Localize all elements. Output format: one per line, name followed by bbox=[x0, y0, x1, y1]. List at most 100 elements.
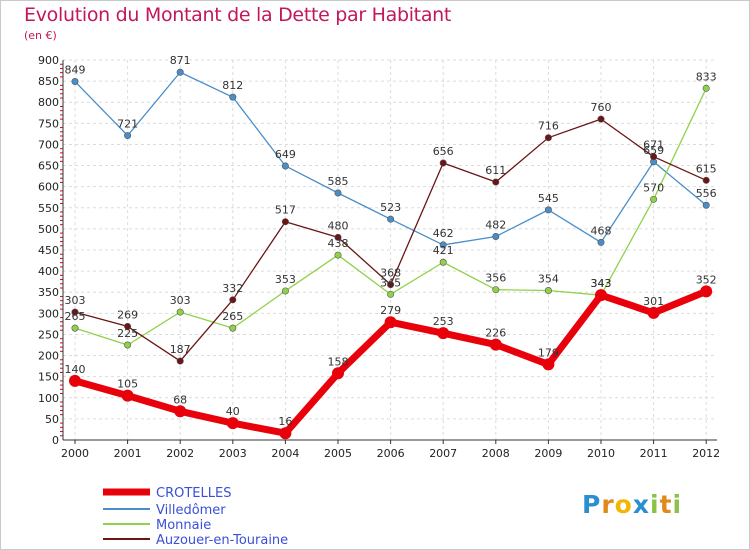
data-label: 356 bbox=[485, 272, 506, 285]
y-tick-label: 650 bbox=[38, 160, 59, 173]
x-tick-label: 2012 bbox=[692, 447, 720, 460]
data-label: 871 bbox=[170, 54, 191, 67]
data-label: 353 bbox=[275, 273, 296, 286]
chart-subtitle: (en €) bbox=[24, 29, 57, 42]
legend-label: CROTELLES bbox=[156, 486, 231, 501]
data-label: 265 bbox=[222, 310, 243, 323]
y-tick-label: 700 bbox=[38, 138, 59, 151]
data-label: 721 bbox=[117, 118, 138, 131]
data-point bbox=[334, 251, 342, 259]
data-point bbox=[121, 389, 134, 402]
data-label: 301 bbox=[643, 295, 664, 308]
x-tick-label: 2008 bbox=[482, 447, 510, 460]
x-tick-label: 2000 bbox=[61, 447, 89, 460]
data-point bbox=[281, 218, 289, 226]
x-tick-label: 2006 bbox=[377, 447, 405, 460]
data-point bbox=[597, 115, 605, 123]
data-label: 187 bbox=[170, 343, 191, 356]
data-label: 482 bbox=[485, 218, 506, 231]
data-label: 438 bbox=[328, 237, 349, 250]
data-label: 265 bbox=[65, 310, 86, 323]
data-point bbox=[124, 132, 132, 140]
data-label: 462 bbox=[433, 227, 454, 240]
data-point bbox=[176, 357, 184, 365]
y-tick-label: 900 bbox=[38, 54, 59, 67]
data-point bbox=[439, 159, 447, 167]
y-tick-label: 800 bbox=[38, 96, 59, 109]
data-label: 303 bbox=[65, 294, 86, 307]
data-label: 354 bbox=[538, 273, 559, 286]
data-point bbox=[332, 367, 344, 380]
data-point bbox=[650, 153, 658, 161]
data-point bbox=[229, 324, 237, 332]
data-label: 279 bbox=[380, 304, 401, 317]
x-tick-label: 2001 bbox=[114, 447, 142, 460]
data-point bbox=[702, 84, 710, 92]
data-label: 611 bbox=[485, 164, 506, 177]
data-point bbox=[595, 289, 607, 302]
data-point bbox=[174, 405, 187, 418]
data-label: 253 bbox=[433, 315, 454, 328]
data-point bbox=[492, 232, 500, 240]
x-tick-label: 2011 bbox=[640, 447, 668, 460]
data-point bbox=[544, 134, 552, 142]
data-label: 545 bbox=[538, 192, 559, 205]
y-tick-label: 100 bbox=[38, 392, 59, 405]
data-point bbox=[124, 322, 132, 330]
y-tick-label: 600 bbox=[38, 181, 59, 194]
data-point bbox=[492, 178, 500, 186]
legend-label: Monnaie bbox=[156, 518, 211, 533]
data-label: 345 bbox=[380, 276, 401, 289]
data-label: 343 bbox=[591, 277, 612, 290]
data-point bbox=[597, 238, 605, 246]
data-point bbox=[384, 316, 397, 329]
legend: CROTELLES VilledômerMonnaieAuzouer-en-Tou… bbox=[103, 486, 288, 548]
x-tick-label: 2009 bbox=[534, 447, 562, 460]
data-point bbox=[702, 176, 710, 184]
y-tick-label: 850 bbox=[38, 75, 59, 88]
data-point bbox=[387, 290, 395, 298]
chart-title: Evolution du Montant de la Dette par Hab… bbox=[24, 4, 452, 26]
y-tick-label: 400 bbox=[38, 265, 59, 278]
y-tick-label: 250 bbox=[38, 328, 59, 341]
y-tick-label: 0 bbox=[52, 434, 59, 447]
data-label: 656 bbox=[433, 145, 454, 158]
data-label: 649 bbox=[275, 148, 296, 161]
data-label: 303 bbox=[170, 294, 191, 307]
data-label: 849 bbox=[65, 64, 86, 77]
data-point bbox=[71, 78, 79, 86]
y-tick-label: 450 bbox=[38, 244, 59, 257]
data-label: 352 bbox=[696, 273, 717, 286]
data-label: 68 bbox=[173, 393, 187, 406]
data-label: 716 bbox=[538, 120, 559, 133]
logo-letter: i bbox=[672, 490, 683, 519]
data-point bbox=[229, 296, 237, 304]
data-point bbox=[387, 215, 395, 223]
axes: 0 50 100 150 200 250 300 350 400 450 500 550 600 650 7… bbox=[38, 54, 720, 460]
legend-label: Villedômer bbox=[156, 503, 226, 518]
data-label: 140 bbox=[65, 363, 86, 376]
data-point bbox=[439, 258, 447, 266]
data-point bbox=[492, 286, 500, 294]
x-tick-label: 2007 bbox=[429, 447, 457, 460]
data-label: 421 bbox=[433, 244, 454, 257]
data-label: 480 bbox=[328, 219, 349, 232]
logo-letter: t bbox=[659, 490, 673, 519]
logo-letter: r bbox=[601, 490, 615, 519]
y-tick-label: 550 bbox=[38, 202, 59, 215]
data-point bbox=[281, 162, 289, 170]
y-tick-label: 50 bbox=[45, 413, 59, 426]
data-point bbox=[437, 327, 450, 340]
x-tick-label: 2002 bbox=[166, 447, 194, 460]
x-tick-label: 2004 bbox=[271, 447, 299, 460]
data-label: 269 bbox=[117, 308, 138, 321]
data-label: 179 bbox=[538, 346, 559, 359]
data-label: 812 bbox=[222, 79, 243, 92]
data-point bbox=[229, 93, 237, 101]
y-tick-label: 300 bbox=[38, 307, 59, 320]
y-tick-label: 150 bbox=[38, 371, 59, 384]
data-label: 226 bbox=[485, 327, 506, 340]
data-point bbox=[702, 201, 710, 209]
